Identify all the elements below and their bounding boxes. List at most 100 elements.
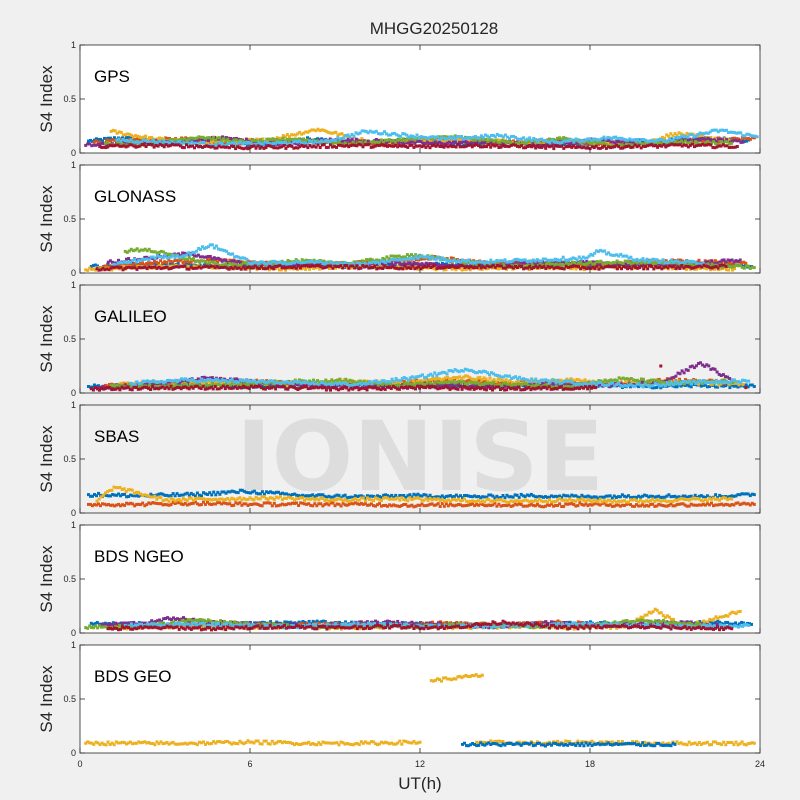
- trace-mark: [214, 138, 217, 142]
- trace-mark: [308, 139, 312, 143]
- trace-mark: [414, 254, 418, 258]
- trace-mark: [579, 260, 583, 264]
- trace-mark: [584, 146, 588, 150]
- trace-mark: [264, 143, 268, 147]
- trace-mark: [542, 261, 546, 265]
- trace-mark: [202, 255, 206, 259]
- trace-mark: [126, 144, 130, 148]
- trace-mark: [123, 133, 127, 137]
- trace-mark: [154, 144, 158, 147]
- trace-mark: [691, 383, 695, 386]
- trace-mark: [593, 267, 597, 271]
- trace-mark: [304, 267, 308, 271]
- trace-mark: [489, 145, 493, 149]
- trace-mark: [708, 137, 712, 141]
- trace-mark: [496, 141, 500, 145]
- trace-mark: [144, 145, 148, 148]
- trace-mark: [162, 145, 166, 149]
- trace-mark: [174, 143, 178, 147]
- trace-mark: [424, 145, 428, 149]
- trace-mark: [728, 142, 732, 146]
- trace-mark: [544, 262, 548, 266]
- trace-mark: [214, 244, 218, 248]
- trace-mark: [363, 140, 367, 144]
- trace-mark: [294, 139, 298, 143]
- trace-mark: [507, 260, 511, 264]
- trace-mark: [670, 139, 674, 142]
- trace-mark: [486, 266, 490, 270]
- trace-mark: [365, 143, 369, 147]
- trace-mark: [725, 128, 728, 132]
- trace-mark: [338, 132, 342, 136]
- trace-mark: [627, 264, 631, 268]
- trace-mark: [328, 131, 332, 135]
- trace-mark: [405, 266, 409, 270]
- trace-mark: [168, 262, 172, 266]
- trace-mark: [380, 132, 384, 136]
- trace-mark: [710, 266, 714, 270]
- trace-mark: [685, 267, 689, 271]
- trace-mark: [710, 259, 714, 263]
- trace-mark: [642, 138, 646, 142]
- trace-mark: [291, 263, 295, 267]
- trace-mark: [615, 261, 619, 265]
- trace-mark: [472, 138, 476, 142]
- trace-mark: [588, 137, 592, 141]
- trace-mark: [234, 138, 238, 142]
- data-point: [497, 134, 501, 138]
- trace-mark: [155, 256, 159, 260]
- trace-mark: [124, 143, 128, 147]
- trace-mark: [515, 144, 519, 148]
- trace-mark: [566, 145, 570, 149]
- trace-mark: [167, 258, 171, 262]
- trace-mark: [406, 259, 410, 263]
- trace-mark: [557, 259, 561, 263]
- trace-mark: [521, 141, 524, 145]
- trace-mark: [585, 262, 589, 266]
- trace-mark: [212, 139, 216, 143]
- trace-mark: [358, 131, 362, 135]
- trace-mark: [140, 143, 144, 146]
- trace-mark: [226, 264, 230, 268]
- trace-mark: [380, 262, 383, 266]
- trace-mark: [247, 140, 251, 144]
- trace-mark: [389, 133, 393, 137]
- trace-mark: [489, 265, 493, 269]
- trace-mark: [219, 248, 222, 252]
- trace-mark: [162, 137, 166, 141]
- trace-mark: [635, 141, 639, 145]
- trace-mark: [705, 267, 709, 271]
- trace-mark: [514, 135, 517, 139]
- trace-mark: [253, 138, 256, 142]
- trace-mark: [635, 145, 639, 149]
- trace-mark: [532, 137, 536, 140]
- trace-mark: [704, 264, 708, 268]
- trace-mark: [230, 263, 234, 267]
- trace-mark: [572, 144, 576, 148]
- trace-mark: [378, 262, 381, 265]
- trace-mark: [583, 263, 587, 266]
- trace-mark: [214, 262, 218, 266]
- trace-mark: [473, 141, 477, 145]
- trace-mark: [468, 143, 472, 147]
- trace-mark: [319, 141, 323, 145]
- trace-mark: [666, 144, 670, 148]
- trace-mark: [475, 136, 479, 140]
- trace-mark: [146, 137, 150, 141]
- trace-mark: [216, 139, 220, 143]
- trace-mark: [593, 251, 597, 255]
- trace-mark: [143, 141, 147, 145]
- trace-mark: [651, 386, 655, 390]
- trace-mark: [592, 146, 596, 150]
- trace-mark: [652, 262, 655, 266]
- trace-mark: [520, 144, 523, 148]
- trace-mark: [467, 264, 471, 268]
- trace-mark: [155, 251, 159, 255]
- trace-mark: [203, 137, 207, 140]
- trace-mark: [571, 256, 575, 260]
- trace-mark: [407, 254, 411, 258]
- trace-mark: [111, 138, 115, 142]
- trace-mark: [162, 139, 166, 143]
- trace-mark: [714, 265, 718, 268]
